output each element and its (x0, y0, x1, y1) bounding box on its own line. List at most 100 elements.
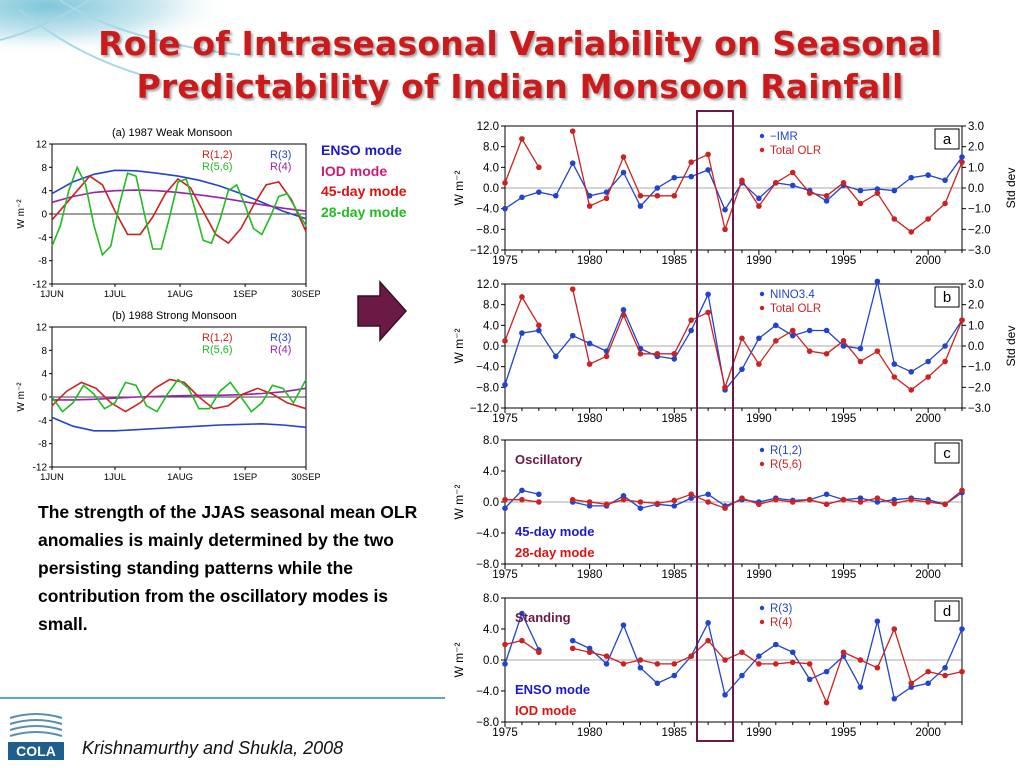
data-point-r-4 (789, 659, 796, 666)
data-point-total-olr (620, 312, 627, 318)
data-point-r-4 (671, 661, 678, 667)
data-point-total-olr (637, 192, 644, 199)
data-point-r-5-6 (840, 496, 847, 503)
data-point-total-olr (908, 387, 915, 393)
data-point-nino3-4 (925, 358, 931, 365)
data-point-total-olr (840, 180, 847, 186)
slide-title-line-1: Role of Intraseasonal Variability on Sea… (98, 24, 942, 63)
data-point-total-olr (502, 180, 508, 186)
slide-title: Role of Intraseasonal Variability on Sea… (40, 22, 1000, 108)
series-line-r-3 (51, 416, 307, 432)
x-tick-label: 1990 (746, 727, 772, 739)
data-point-r-5-6 (519, 496, 525, 503)
legend-marker (759, 133, 765, 139)
data-point-total-olr (519, 136, 525, 142)
y-tick-label: −8.0 (476, 559, 499, 571)
data-point-total-olr (773, 180, 779, 186)
data-point-r-3 (620, 622, 627, 628)
data-point-total-olr (502, 338, 508, 344)
data-point-r-4 (637, 657, 644, 663)
data-point-r-5-6 (603, 501, 610, 508)
data-point-r-5-6 (806, 496, 813, 503)
y-tick-label: −4.0 (476, 362, 499, 374)
data-point-r-5-6 (908, 496, 915, 503)
legend-entry-r-1-2: R(1,2) (202, 332, 233, 344)
y-right-tick-label: 1.0 (968, 162, 984, 174)
y-tick-label: -12 (33, 280, 48, 291)
x-tick-label: 1JUL (104, 472, 126, 483)
data-point-r-3 (925, 680, 931, 687)
data-point-r-5-6 (891, 500, 898, 507)
data-point-r-1-2 (620, 493, 627, 499)
legend-marker (759, 619, 765, 625)
y-right-tick-label: −3.0 (968, 403, 991, 415)
x-tick-label: 1975 (492, 413, 518, 425)
panel-label: c (943, 445, 951, 462)
panel-label-box (934, 286, 960, 308)
data-point-total-olr (773, 338, 779, 344)
data-point-nino3-4 (688, 327, 694, 334)
legend-marker (759, 305, 765, 311)
data-point-total-olr (536, 322, 542, 329)
data-point-r-5-6 (637, 499, 644, 505)
data-point-r-5-6 (925, 499, 931, 505)
annotation-45-day-mode: 45-day mode (515, 524, 594, 539)
chart-background (10, 305, 320, 485)
x-tick-label: 1JUL (104, 289, 126, 300)
data-point-r-3 (789, 649, 796, 656)
y-tick-label: 8 (41, 346, 47, 357)
legend-entry-r-5-6: R(5,6) (202, 344, 233, 356)
data-point-r-3 (671, 672, 678, 679)
y-tick-label: 8 (41, 163, 47, 174)
y-tick-label: −4.0 (476, 528, 499, 540)
x-tick-label: 2000 (915, 413, 941, 425)
data-point-total-olr (756, 361, 762, 367)
data-point-r-4 (806, 661, 813, 667)
data-point-nino3-4 (908, 369, 915, 375)
summary-text: The strength of the JJAS seasonal mean O… (38, 502, 418, 634)
data-point-total-olr (536, 164, 542, 171)
data-point-r-4 (823, 699, 830, 706)
series-line-r-4 (52, 387, 307, 401)
data-point-imr (654, 185, 661, 191)
data-point-total-olr (569, 286, 576, 292)
data-point-total-olr (806, 348, 813, 354)
legend-28-day-mode: 28-day mode (321, 203, 407, 220)
y-tick-label: 0.0 (483, 183, 499, 195)
y-axis-label: W m⁻² (452, 643, 466, 678)
data-point-nino3-4 (569, 332, 576, 339)
legend-entry-r-1-2: R(1,2) (770, 445, 802, 457)
data-point-total-olr (603, 353, 610, 360)
data-point-total-olr (823, 350, 830, 357)
data-point-r-3 (637, 664, 644, 671)
x-tick-label: 1AUG (167, 289, 193, 300)
data-point-r-3 (823, 668, 830, 675)
y-tick-label: 8.0 (483, 142, 499, 154)
data-point-total-olr (857, 358, 864, 365)
data-point-r-1-2 (536, 491, 542, 498)
y-tick-label: -12 (33, 463, 48, 474)
y-tick-label: -8 (38, 256, 47, 267)
x-tick-label: 1980 (577, 255, 603, 267)
annotation-enso-mode: ENSO mode (515, 682, 590, 697)
data-point-nino3-4 (586, 340, 593, 347)
x-tick-label: 1990 (746, 413, 772, 425)
data-point-imr (502, 205, 508, 212)
data-point-total-olr (942, 200, 948, 207)
data-point-r-3 (586, 645, 593, 652)
annotation-oscillatory: Oscillatory (515, 452, 583, 467)
data-point-r-3 (519, 610, 525, 617)
data-point-total-olr (722, 384, 728, 391)
data-point-r-4 (603, 653, 610, 659)
data-point-total-olr (688, 317, 694, 323)
x-tick-label: 1AUG (167, 472, 193, 483)
y-right-tick-label: −2.0 (968, 224, 991, 236)
y-tick-label: -4 (38, 416, 47, 427)
y-right-tick-label: −3.0 (968, 245, 991, 257)
legend-entry-r-3: R(3) (770, 603, 793, 615)
x-tick-label: 1985 (661, 255, 687, 267)
data-point-total-olr (722, 226, 728, 233)
data-point-r-5-6 (502, 496, 508, 503)
data-point-total-olr (671, 350, 678, 357)
y-tick-label: 0.0 (483, 341, 499, 353)
